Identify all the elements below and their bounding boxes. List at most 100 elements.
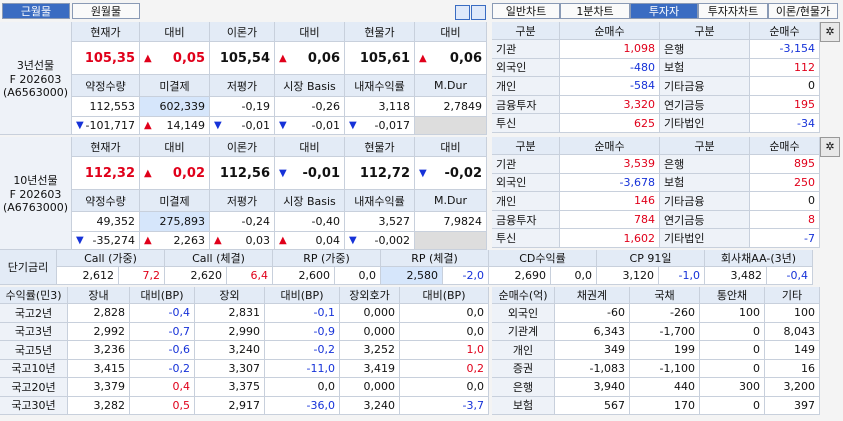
row-label: 외국인: [492, 304, 555, 323]
investor-label: 은행: [660, 155, 750, 174]
net-buy: -34: [750, 114, 820, 133]
yield-cell: 3,379: [68, 378, 130, 397]
investor-label: 연기금등: [660, 210, 750, 230]
layout-icon[interactable]: [455, 5, 470, 20]
net-buy: -7: [750, 229, 820, 248]
column-header: 대비(BP): [400, 287, 489, 304]
yield-cell: 3,236: [68, 341, 130, 360]
rate-header: RP (가중): [273, 250, 381, 267]
change-arrow: ▲: [279, 235, 287, 246]
change-arrow: ▼: [76, 235, 84, 246]
net-buy: 784: [560, 210, 660, 230]
month-tab[interactable]: 근월물: [2, 3, 70, 19]
bond-cell: 440: [630, 378, 700, 397]
column-header: 현재가: [72, 22, 140, 42]
cell-value: 2,263: [173, 234, 206, 247]
net-buy: 1,602: [560, 229, 660, 248]
column-header: 구분: [660, 137, 750, 155]
view-tab[interactable]: 이론/현물가: [768, 3, 838, 19]
column-header: 장외호가: [340, 287, 400, 304]
cell-value: -0,01: [241, 119, 270, 132]
investor-label: 기관: [492, 155, 560, 174]
bond-cell: 397: [765, 396, 820, 415]
price-cell: ▼ -0,01: [275, 157, 345, 190]
settings-icon[interactable]: ✲: [820, 137, 840, 157]
bond-cell: 300: [700, 378, 765, 397]
column-header: 이론가: [210, 137, 275, 157]
contract-label-line: 3년선물: [16, 59, 55, 72]
change-cell: ▼ -0,017: [345, 117, 415, 135]
investor-label: 기관: [492, 40, 560, 59]
stat-cell: 3,527: [345, 212, 415, 232]
change-cell: ▲ 2,263: [140, 232, 210, 250]
bond-cell: 170: [630, 396, 700, 415]
column-header: 순매수: [750, 22, 820, 40]
rate-value: 2,580: [381, 267, 443, 285]
change-cell: ▼ -101,717: [72, 117, 140, 135]
investor-label: 기타금융: [660, 77, 750, 96]
change-arrow: ▲: [419, 52, 427, 64]
net-buy: 250: [750, 173, 820, 193]
yield-cell: 3,419: [340, 359, 400, 378]
change-arrow: ▼: [419, 167, 427, 179]
yield-cell: 3,240: [340, 396, 400, 415]
view-tab[interactable]: 투자자: [630, 3, 698, 19]
column-header: 순매수: [560, 22, 660, 40]
column-header: 이론가: [210, 22, 275, 42]
column-header: 대비: [140, 137, 210, 157]
net-buy: -480: [560, 58, 660, 78]
cell-value: 112,72: [359, 165, 410, 181]
stat-cell: 3,118: [345, 97, 415, 117]
rate-change: 0,0: [551, 267, 597, 285]
column-header: 수익률(민3): [0, 287, 68, 304]
rate-header: RP (체결): [381, 250, 489, 267]
yield-cell: 2,828: [68, 304, 130, 323]
bond-cell: 100: [765, 304, 820, 323]
change-arrow: ▼: [214, 120, 222, 131]
change-cell: ▼ -35,274: [72, 232, 140, 250]
cell-value: 14,149: [166, 119, 206, 132]
column-header: 기타: [765, 287, 820, 304]
investor-label: 보험: [660, 58, 750, 78]
stat-cell: -0,40: [275, 212, 345, 232]
layout-icon[interactable]: [471, 5, 486, 20]
column-header: 저평가: [210, 190, 275, 212]
investor-label: 금융투자: [492, 210, 560, 230]
yield-cell: 1,0: [400, 341, 489, 360]
yield-cell: -0,2: [130, 359, 195, 378]
price-cell: 105,61: [345, 42, 415, 75]
contract-label-line: F 202603: [9, 188, 62, 201]
yield-cell: 0,000: [340, 378, 400, 397]
column-header: 대비(BP): [265, 287, 340, 304]
investor-label: 투신: [492, 114, 560, 133]
net-buy: 3,539: [560, 155, 660, 174]
yield-cell: -0,1: [265, 304, 340, 323]
stat-cell: 602,339: [140, 97, 210, 117]
row-label: 국고5년: [0, 341, 68, 360]
rate-value: 2,620: [165, 267, 227, 285]
settings-icon[interactable]: ✲: [820, 22, 840, 42]
contract-label-line: 10년선물: [13, 174, 58, 187]
bond-cell: 0: [700, 322, 765, 341]
view-tab[interactable]: 일반차트: [492, 3, 560, 19]
month-tab[interactable]: 원월물: [72, 3, 140, 19]
cell-value: 112,32: [84, 165, 135, 181]
rate-header: Call (체결): [165, 250, 273, 267]
price-cell: 105,35: [72, 42, 140, 75]
column-header: 채권계: [555, 287, 630, 304]
change-cell: ▼ -0,01: [210, 117, 275, 135]
cell-value: 112,56: [219, 165, 270, 181]
stat-cell: 49,352: [72, 212, 140, 232]
net-buy: -584: [560, 77, 660, 96]
yield-cell: -36,0: [265, 396, 340, 415]
bond-cell: 567: [555, 396, 630, 415]
price-cell: 112,72: [345, 157, 415, 190]
stat-cell: -0,24: [210, 212, 275, 232]
bond-cell: 349: [555, 341, 630, 360]
view-tab[interactable]: 1분차트: [560, 3, 630, 19]
empty-cell: [415, 117, 487, 135]
view-tab[interactable]: 투자자차트: [698, 3, 768, 19]
stat-cell: 2,7849: [415, 97, 487, 117]
price-cell: ▲ 0,06: [415, 42, 487, 75]
